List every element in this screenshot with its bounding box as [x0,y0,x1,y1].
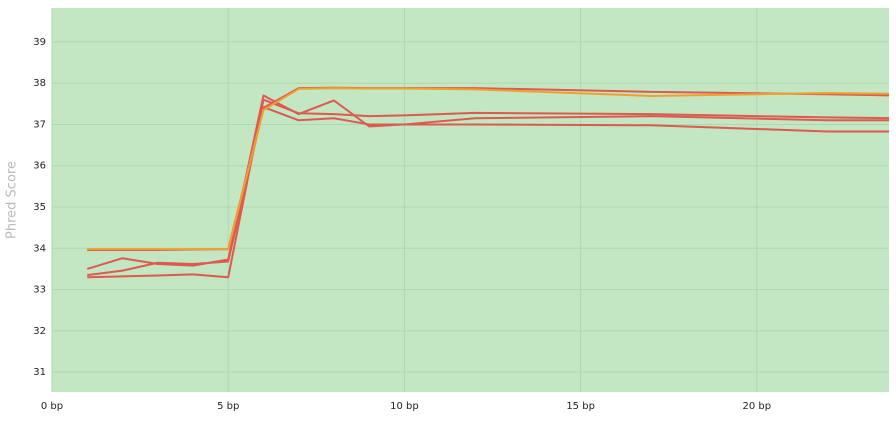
y-tick-label: 38 [33,78,46,89]
x-tick-label: 5 bp [217,401,239,412]
series-line [86,94,889,270]
x-tick-label: 20 bp [743,401,772,412]
y-tick-label: 33 [33,285,46,296]
y-tick-label: 37 [33,119,46,130]
x-tick-label: 0 bp [41,401,63,412]
y-tick-label: 34 [33,243,46,254]
plot-background [52,8,889,392]
x-tick-label: 10 bp [390,401,419,412]
y-tick-label: 39 [33,37,46,48]
y-tick-label: 35 [33,202,46,213]
series-line [87,106,889,277]
y-axis-label: Phred Score [5,161,20,239]
series-line [87,98,889,279]
y-tick-label: 36 [33,161,46,172]
x-tick-label: 15 bp [566,401,595,412]
plot-lines [86,86,889,279]
y-tick-label: 32 [33,326,46,337]
y-tick-label: 31 [33,367,46,378]
series-line [87,87,889,251]
